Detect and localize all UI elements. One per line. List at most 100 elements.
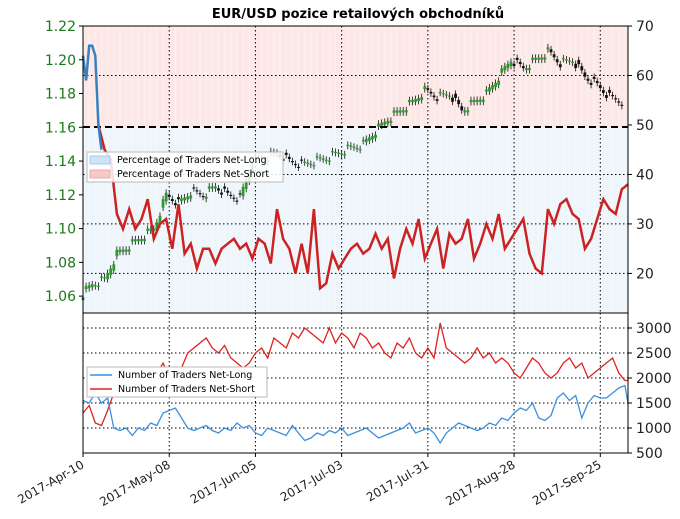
candle-body: [497, 80, 501, 85]
candle-body: [121, 249, 125, 252]
candle-body: [380, 122, 384, 126]
candle-body: [229, 194, 233, 197]
right-tick-label: 20: [636, 266, 654, 282]
candle-body: [290, 161, 294, 163]
candle-body: [173, 203, 177, 206]
top-legend: Percentage of Traders Net-Long Percentag…: [86, 151, 284, 183]
candle-body: [130, 239, 134, 242]
candle-body: [287, 156, 291, 160]
candle-body: [90, 284, 94, 288]
right-tick-label: 50: [636, 118, 654, 134]
candle-body: [306, 162, 310, 164]
candle-body: [143, 238, 146, 242]
candle-body: [106, 272, 110, 280]
chart-title: EUR/USD pozice retailových obchodníků: [212, 7, 504, 22]
candle-body: [367, 137, 371, 141]
candle-body: [226, 190, 230, 193]
candle-body: [93, 285, 97, 287]
candle-body: [337, 152, 340, 154]
candle-body: [605, 95, 608, 99]
candle-body: [466, 110, 470, 113]
candle-body: [361, 140, 365, 142]
candle-body: [398, 110, 402, 113]
candle-body: [152, 228, 156, 231]
x-tick-label: 2017-Aug-28: [443, 457, 517, 508]
candle-body: [426, 88, 430, 90]
candle-body: [481, 99, 485, 102]
candle-body: [87, 285, 91, 289]
candle-body: [448, 95, 451, 97]
candle-body: [586, 78, 590, 81]
candle-body: [429, 91, 433, 94]
candle-body: [146, 228, 150, 231]
candle-body: [158, 215, 162, 225]
x-tick-label: 2017-Sep-25: [530, 457, 604, 508]
candle-body: [201, 196, 205, 198]
candle-body: [423, 86, 427, 90]
right-axis-ticks: 20 30 40 50 60 70: [628, 19, 654, 282]
candle-body: [318, 157, 322, 159]
candle-body: [525, 68, 528, 71]
candle-body: [220, 192, 223, 195]
candle-body: [180, 198, 183, 202]
candle-body: [506, 63, 510, 69]
candle-body: [167, 194, 171, 197]
candle-body: [340, 153, 344, 155]
candle-body: [389, 120, 393, 123]
candle-body: [407, 100, 411, 103]
candle-body: [614, 98, 618, 100]
candle-body: [457, 99, 461, 105]
candle-body: [549, 49, 553, 53]
bottom-tick-label: 500: [636, 446, 663, 462]
candle-body: [97, 285, 100, 288]
candle-body: [312, 165, 316, 167]
candle-body: [583, 72, 587, 77]
left-tick-label: 1.12: [45, 188, 76, 204]
candle-body: [401, 110, 405, 113]
top-panel: 1.06 1.08 1.10 1.12 1.14 1.16 1.18 1.20 1.22 20 3…: [45, 19, 654, 314]
x-tick-label: 2017-Jun-05: [188, 457, 259, 506]
candle-body: [137, 239, 140, 242]
candle-body: [598, 85, 602, 89]
candle-body: [565, 59, 568, 61]
candle-body: [349, 145, 353, 147]
candle-body: [515, 57, 519, 60]
candle-body: [346, 144, 350, 147]
bottom-tick-label: 3000: [636, 321, 672, 337]
candle-body: [521, 66, 525, 69]
candle-body: [377, 123, 380, 127]
candle-body: [543, 57, 547, 60]
candle-body: [352, 146, 356, 148]
left-tick-label: 1.18: [45, 87, 76, 103]
bottom-tick-label: 1000: [636, 421, 672, 437]
right-tick-label: 30: [636, 217, 654, 233]
candle-body: [617, 101, 621, 103]
candle-body: [183, 197, 186, 201]
right-tick-label: 70: [636, 19, 654, 35]
candle-body: [127, 249, 131, 252]
bottom-right-axis-ticks: 500 1000 1500 2000 2500 3000: [628, 321, 672, 462]
candle-body: [155, 222, 159, 231]
candle-body: [374, 134, 377, 139]
net-short-percentage-line: [97, 124, 629, 291]
candle-body: [432, 95, 436, 98]
bottom-panel-frame: [82, 312, 629, 454]
left-tick-label: 1.22: [45, 19, 76, 35]
candle-body: [441, 93, 445, 95]
candle-body: [417, 98, 421, 102]
candle-body: [577, 59, 581, 65]
candle-body: [568, 60, 571, 62]
candle-body: [343, 154, 347, 156]
bottom-tick-label: 2500: [636, 346, 672, 362]
right-tick-label: 60: [636, 68, 654, 84]
candle-body: [195, 190, 199, 192]
candle-body: [438, 92, 442, 94]
candle-body: [355, 147, 359, 150]
x-tick-label: 2017-May-08: [97, 457, 172, 509]
net-long-percentage-line: [81, 44, 103, 150]
candle-body: [404, 110, 408, 113]
candle-body: [494, 82, 497, 88]
candle-body: [217, 188, 220, 191]
bottom-legend: Number of Traders Net-Long Number of Tra…: [86, 366, 268, 398]
